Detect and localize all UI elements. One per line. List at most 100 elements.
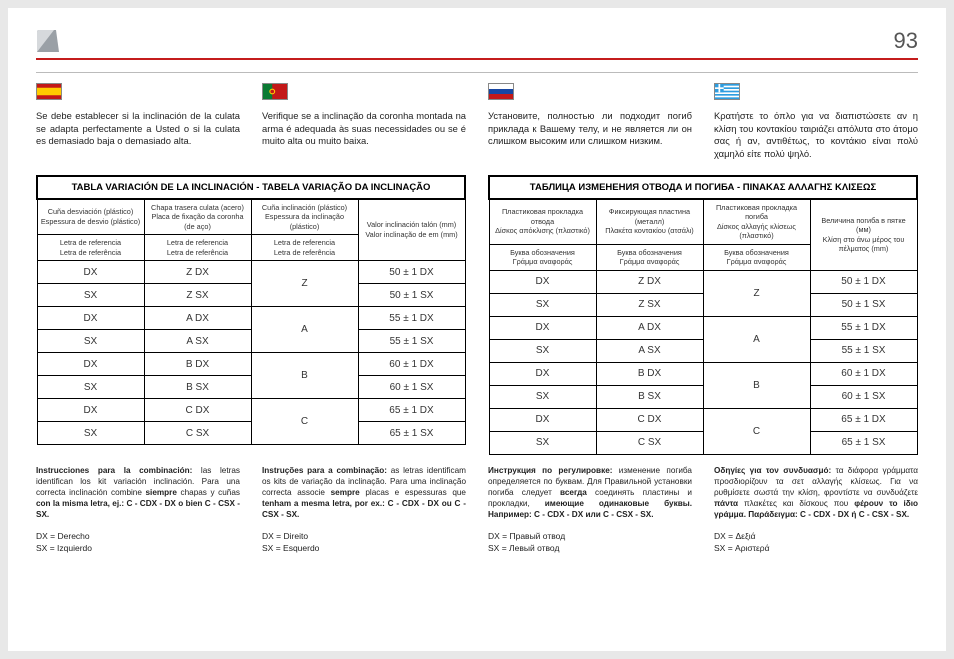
cell: SX [489,293,596,316]
note-pt: Instruções para a combinação: as letras … [262,465,466,555]
cell: Z SX [596,293,703,316]
cell: 50 ± 1 DX [358,261,465,284]
cell: 50 ± 1 DX [810,270,917,293]
cell: SX [37,376,144,399]
th: Фиксирующая пластина (металл)Πλακέτα κον… [596,199,703,244]
cell: A DX [596,316,703,339]
intro-el: Κρατήστε το όπλο για να διαπιστώσετε αν … [714,110,918,161]
cell: A SX [144,330,251,353]
cell: SX [37,330,144,353]
table-left-wrap: TABLA VARIACIÓN DE LA INCLINACIÓN - TABE… [36,175,466,455]
page: 93 Se debe establecer si la inclinación … [8,8,946,651]
table-right-body: DXZ DXZ50 ± 1 DXSXZ SX50 ± 1 SXDXA DXA55… [489,270,917,454]
th: Величина погиба в пятке (мм)Κλίση στο άν… [810,199,917,270]
cell: DX [37,307,144,330]
cell: B SX [144,376,251,399]
intro-columns: Se debe establecer si la inclinación de … [36,83,918,171]
note-ru: Инструкция по регулировке: изменение пог… [488,465,692,555]
th: Пластиковая прокладка погибаΔίσκος αλλαγ… [703,199,810,244]
col-ru: Установите, полностью ли подходит погиб … [488,83,692,171]
cell: 60 ± 1 DX [358,353,465,376]
cell: B DX [144,353,251,376]
cell: SX [489,339,596,362]
legend-pt: DX = DireitoSX = Esquerdo [262,530,466,555]
notes-row: Instrucciones para la combinación: las l… [36,465,918,555]
intro-ru: Установите, полностью ли подходит погиб … [488,110,692,148]
th: Cuña desviación (plástico)Espessura de d… [37,199,144,235]
cell: Z DX [596,270,703,293]
legend-ru: DX = Правый отводSX = Левый отвод [488,530,692,555]
col-pt: Verifique se a inclinação da coronha mon… [262,83,466,171]
cell: SX [489,431,596,454]
cell: A DX [144,307,251,330]
cell: SX [37,284,144,307]
table-left-title: TABLA VARIACIÓN DE LA INCLINACIÓN - TABE… [37,176,465,199]
cell: 55 ± 1 SX [358,330,465,353]
cell: DX [489,316,596,339]
table-right-title: ТАБЛИЦА ИЗМЕНЕНИЯ ОТВОДА И ПОГИБА - ΠΙΝΑ… [489,176,917,199]
cell: Z [703,270,810,316]
th: Valor inclinación talón (mm)Valor inclin… [358,199,465,261]
flag-portugal-icon [262,83,288,100]
cell: 55 ± 1 SX [810,339,917,362]
th: Chapa trasera culata (acero)Placa de fix… [144,199,251,235]
legend-es: DX = DerechoSX = Izquierdo [36,530,240,555]
cell: C SX [596,431,703,454]
cell: DX [489,362,596,385]
note-el: Οδηγίες για τον συνδυασμό: τα διάφορα γρ… [714,465,918,555]
table-right-wrap: ТАБЛИЦА ИЗМЕНЕНИЯ ОТВОДА И ПОГИБА - ΠΙΝΑ… [488,175,918,455]
cell: 50 ± 1 SX [810,293,917,316]
cell: Z DX [144,261,251,284]
cell: C DX [596,408,703,431]
th: Буква обозначенияΓράμμα αναφοράς [489,244,596,270]
cell: SX [37,422,144,445]
th: Letra de referenciaLetra de referência [251,235,358,261]
page-number: 93 [894,28,918,54]
cell: B SX [596,385,703,408]
th: Cuña inclinación (plástico)Espessura da … [251,199,358,235]
red-rule [36,58,918,60]
th: Letra de referenciaLetra de referência [144,235,251,261]
cell: DX [489,270,596,293]
cell: A [251,307,358,353]
cell: B [251,353,358,399]
cell: 60 ± 1 DX [810,362,917,385]
cell: 65 ± 1 SX [810,431,917,454]
intro-es: Se debe establecer si la inclinación de … [36,110,240,148]
table-right: ТАБЛИЦА ИЗМЕНЕНИЯ ОТВОДА И ПОГИБА - ΠΙΝΑ… [488,175,918,455]
cell: DX [37,353,144,376]
cell: DX [37,261,144,284]
flag-russia-icon [488,83,514,100]
thin-rule [36,72,918,73]
cell: B DX [596,362,703,385]
cell: DX [489,408,596,431]
table-left: TABLA VARIACIÓN DE LA INCLINACIÓN - TABE… [36,175,466,445]
cell: DX [37,399,144,422]
flag-greece-icon [714,83,740,100]
table-left-body: DXZ DXZ50 ± 1 DXSXZ SX50 ± 1 SXDXA DXA55… [37,261,465,445]
note-es: Instrucciones para la combinación: las l… [36,465,240,555]
cell: A [703,316,810,362]
th: Letra de referenciaLetra de referência [37,235,144,261]
cell: 65 ± 1 DX [810,408,917,431]
th: Буква обозначенияΓράμμα αναφοράς [596,244,703,270]
cell: A SX [596,339,703,362]
cell: SX [489,385,596,408]
cell: Z SX [144,284,251,307]
cell: C [703,408,810,454]
tables-row: TABLA VARIACIÓN DE LA INCLINACIÓN - TABE… [36,175,918,455]
cell: 60 ± 1 SX [810,385,917,408]
cell: Z [251,261,358,307]
cell: 65 ± 1 SX [358,422,465,445]
cell: 55 ± 1 DX [358,307,465,330]
cell: B [703,362,810,408]
cell: C DX [144,399,251,422]
cell: 50 ± 1 SX [358,284,465,307]
cell: C SX [144,422,251,445]
cell: 60 ± 1 SX [358,376,465,399]
col-el: Κρατήστε το όπλο για να διαπιστώσετε αν … [714,83,918,171]
cell: 55 ± 1 DX [810,316,917,339]
col-es: Se debe establecer si la inclinación de … [36,83,240,171]
th: Пластиковая прокладка отводаΔίσκος απόκλ… [489,199,596,244]
th: Буква обозначенияΓράμμα αναφοράς [703,244,810,270]
